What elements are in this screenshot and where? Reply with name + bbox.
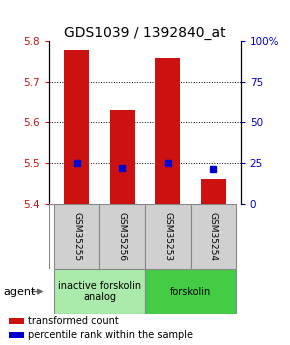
Text: inactive forskolin
analog: inactive forskolin analog <box>58 281 141 302</box>
Bar <box>64 49 89 204</box>
Bar <box>9 332 24 338</box>
Text: GSM35255: GSM35255 <box>72 212 81 261</box>
Text: GSM35253: GSM35253 <box>163 212 172 261</box>
Bar <box>201 179 226 204</box>
Bar <box>99 204 145 269</box>
Text: agent: agent <box>3 287 35 296</box>
Text: percentile rank within the sample: percentile rank within the sample <box>28 330 193 339</box>
Text: forskolin: forskolin <box>170 287 211 296</box>
Text: transformed count: transformed count <box>28 316 119 326</box>
Title: GDS1039 / 1392840_at: GDS1039 / 1392840_at <box>64 26 226 40</box>
Bar <box>145 204 191 269</box>
Text: GSM35256: GSM35256 <box>118 212 127 261</box>
Bar <box>54 269 145 314</box>
Bar <box>145 269 236 314</box>
Text: GSM35254: GSM35254 <box>209 212 218 261</box>
Bar <box>155 58 180 204</box>
Bar <box>9 318 24 324</box>
Bar <box>54 204 99 269</box>
Bar <box>191 204 236 269</box>
Bar <box>110 110 135 204</box>
